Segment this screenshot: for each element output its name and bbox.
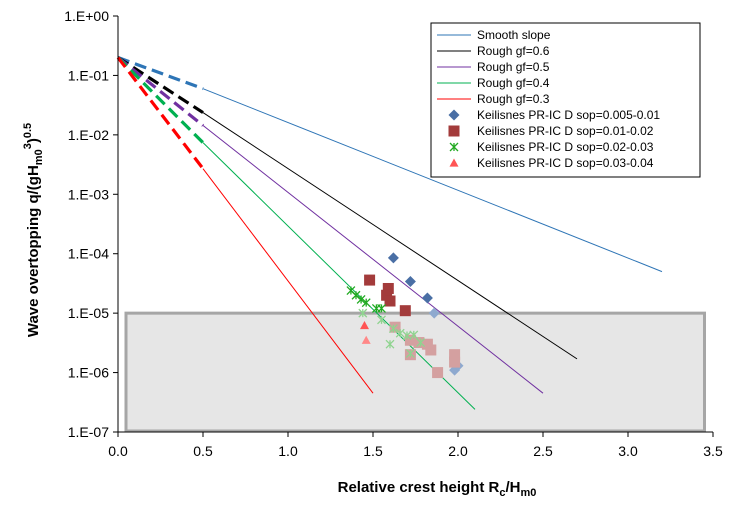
data-point-square <box>449 349 461 361</box>
y-axis-title-sup: 3 <box>22 143 34 149</box>
line-solid-segment <box>202 168 374 394</box>
line-dashed-segment <box>117 56 204 127</box>
data-point-asterisk <box>409 330 419 340</box>
legend-entry-label: Rough gf=0.4 <box>477 76 550 90</box>
legend-entry-label: Rough gf=0.6 <box>477 44 550 58</box>
y-axis-title-sub: m0 <box>33 149 45 165</box>
data-point-asterisk <box>416 338 426 348</box>
legend-marker-swatch <box>448 109 460 121</box>
shaded-region <box>124 311 706 433</box>
line-solid-segment <box>202 112 578 360</box>
data-point-diamond <box>428 307 440 319</box>
line-rough-gf-0-6 <box>117 56 578 360</box>
legend-entry-label: Keilisnes PR-IC D sop=0.03-0.04 <box>477 156 654 170</box>
data-point-asterisk <box>388 324 398 334</box>
data-point-square <box>432 367 444 379</box>
legend-entry-label: Keilisnes PR-IC D sop=0.02-0.03 <box>477 140 654 154</box>
y-tick-label: 1.E-07 <box>68 424 109 440</box>
line-dashed-segment <box>116 56 205 170</box>
x-tick-label: 0.5 <box>193 443 213 459</box>
line-solid-segment <box>202 142 476 410</box>
data-point-asterisk <box>377 315 386 325</box>
data-point-asterisk <box>395 328 405 338</box>
y-axis-title-sup2: 0.5 <box>22 123 34 138</box>
line-rough-gf-0-3 <box>116 56 374 394</box>
series-triangle <box>360 320 371 344</box>
line-solid-segment <box>202 125 544 394</box>
x-axis-title-main: Relative crest height R <box>338 479 500 496</box>
data-point-diamond <box>387 252 399 264</box>
y-tick-label: 1.E-05 <box>68 305 109 321</box>
data-point-square <box>425 344 437 356</box>
y-tick-label: 1.E-03 <box>68 186 109 202</box>
data-point-square <box>364 274 376 286</box>
legend-marker-swatch <box>449 142 459 152</box>
data-point-square <box>449 356 461 368</box>
x-tick-label: 1.0 <box>278 443 298 459</box>
y-axis-title-main: Wave overtopping q/(gH <box>25 165 42 337</box>
x-tick-label: 0.0 <box>108 443 128 459</box>
x-tick-labels: 0.0 0.5 1.0 1.5 2.0 2.5 3.0 3.5 <box>108 432 723 459</box>
data-point-triangle <box>361 335 371 344</box>
y-axis-title-close: ) <box>25 138 42 143</box>
model-lines <box>116 56 663 410</box>
data-point-square <box>381 289 393 301</box>
legend-marker-swatch <box>449 158 459 167</box>
legend-entry-label: Rough gf=0.5 <box>477 60 550 74</box>
data-point-asterisk <box>377 303 386 313</box>
data-points <box>346 252 464 379</box>
legend: Smooth slope Rough gf=0.6 Rough gf=0.5 Roug… <box>430 22 701 178</box>
legend-entry-label: Keilisnes PR-IC D sop=0.01-0.02 <box>477 124 654 138</box>
legend-box <box>430 22 701 178</box>
line-smooth-slope <box>117 56 663 273</box>
data-point-square <box>413 337 425 349</box>
legend-marker-swatch <box>448 125 460 137</box>
y-tick-label: 1.E-06 <box>68 365 109 381</box>
x-tick-label: 2.5 <box>533 443 553 459</box>
data-point-asterisk <box>358 308 368 318</box>
line-solid-segment <box>202 88 663 273</box>
line-dashed-segment <box>116 56 205 144</box>
data-point-asterisk <box>361 298 371 308</box>
legend-entry-label: Smooth slope <box>477 28 551 42</box>
series-asterisk <box>346 286 426 358</box>
x-tick-label: 1.5 <box>363 443 383 459</box>
series-diamond <box>387 252 464 376</box>
x-axis-title-mid: /H <box>505 479 520 496</box>
x-tick-label: 3.0 <box>618 443 638 459</box>
data-point-square <box>421 338 433 350</box>
data-point-diamond <box>421 292 433 304</box>
x-tick-label: 2.0 <box>448 443 468 459</box>
data-point-square <box>382 282 394 294</box>
data-point-asterisk <box>356 294 366 304</box>
data-point-square <box>384 295 396 307</box>
y-tick-label: 1.E+00 <box>64 8 109 24</box>
line-rough-gf-0-5 <box>117 56 544 394</box>
line-dashed-segment <box>117 56 204 91</box>
data-point-square <box>399 305 411 317</box>
data-point-triangle <box>360 320 369 330</box>
y-axis-title: Wave overtopping q/(gHm03)0.5 <box>22 123 45 337</box>
data-point-diamond <box>404 276 416 288</box>
axes <box>117 16 713 433</box>
x-axis-title: Relative crest height Rc/Hm0 <box>338 479 537 499</box>
y-tick-label: 1.E-04 <box>68 246 109 262</box>
legend-entry-label: Keilisnes PR-IC D sop=0.005-0.01 <box>477 108 660 122</box>
y-tick-labels: 1.E-07 1.E-06 1.E-05 1.E-04 1.E-03 1.E-02 1.E-… <box>64 8 118 440</box>
data-point-asterisk <box>385 339 395 349</box>
x-axis-title-sub1: c <box>499 487 505 499</box>
y-tick-label: 1.E-02 <box>68 127 109 143</box>
legend-entry-label: Rough gf=0.3 <box>477 92 550 106</box>
line-rough-gf-0-4 <box>116 56 476 410</box>
x-tick-label: 3.5 <box>703 443 723 459</box>
data-point-square <box>404 334 416 346</box>
y-tick-label: 1.E-01 <box>68 67 109 83</box>
x-axis-title-sub2: m0 <box>520 487 536 499</box>
data-point-asterisk <box>405 348 415 358</box>
